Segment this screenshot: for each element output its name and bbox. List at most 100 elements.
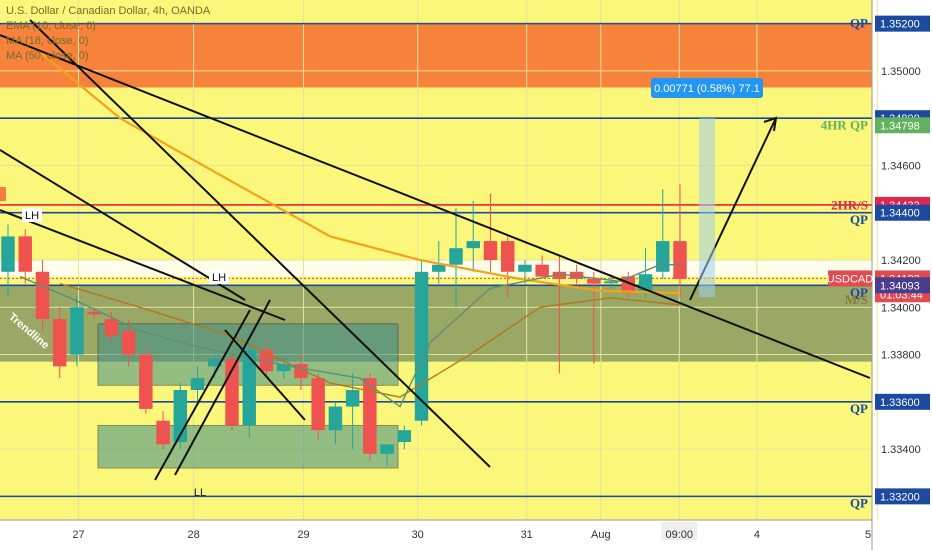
- time-tick-7: 4: [754, 529, 760, 541]
- candle-body-1: [18, 236, 32, 272]
- lh-label-2: LH: [212, 272, 226, 284]
- candle-body-19: [328, 406, 343, 431]
- measure-label: 0.00771 (0.58%) 77.1: [654, 83, 760, 95]
- candle-body-29: [500, 241, 515, 272]
- candle-body-26: [449, 248, 463, 265]
- candle-body-32: [552, 271, 567, 279]
- price-tick-7: 1.33800: [881, 350, 921, 362]
- candle-body-34: [587, 278, 601, 284]
- trendline-4: [154, 309, 251, 481]
- ma18-line: [59, 282, 681, 398]
- price-tag-bg-5: [828, 270, 872, 287]
- candle-body-23: [397, 430, 412, 442]
- price-tick-9: 1.33400: [881, 444, 921, 456]
- level-label-3: QP: [850, 212, 868, 227]
- candle-body-5: [87, 312, 101, 315]
- time-tick-bg-6: [661, 522, 698, 540]
- price-tag-bg-8: [875, 277, 930, 294]
- time-tick-6: 09:00: [666, 529, 694, 541]
- candle-body-20: [345, 390, 360, 407]
- candle-body-38: [656, 241, 670, 272]
- indicator-ma50: MA (50, close, 0): [6, 50, 89, 62]
- candle-body-21: [363, 378, 377, 454]
- price-tag-bg-9: [875, 393, 930, 410]
- candle-body-9: [156, 420, 170, 445]
- level-label-6: QP: [850, 495, 868, 510]
- time-tick-8: 5: [865, 529, 871, 541]
- candle-body-35: [604, 281, 618, 284]
- candle-body-33: [569, 271, 584, 279]
- candle-body-4: [70, 307, 84, 355]
- trendline-0: [0, 34, 871, 379]
- candle-body-12: [208, 359, 222, 367]
- trendline-3: [29, 19, 491, 468]
- candle-body-27: [466, 241, 480, 249]
- time-tick-1: 28: [187, 529, 199, 541]
- candle-body-18: [311, 378, 325, 431]
- level-label-1: 4HR QP: [821, 117, 868, 132]
- time-tick-4: 31: [521, 529, 533, 541]
- ma50-line: [39, 51, 681, 295]
- candle-body-31: [535, 264, 549, 277]
- price-tick-3: 1.34600: [881, 160, 921, 172]
- trendline-5: [174, 299, 271, 476]
- candle-body-16: [276, 364, 291, 372]
- candle-body-30: [518, 264, 532, 272]
- candle-body-6: [104, 319, 119, 336]
- time-tick-5: Aug: [591, 529, 611, 541]
- price-tag-10: 1.33200: [880, 491, 920, 503]
- time-tick-3: 30: [412, 529, 424, 541]
- price-tag-bg-2: [875, 117, 930, 134]
- zone-0: [0, 23, 872, 88]
- price-tag-bg-10: [875, 488, 930, 505]
- level-label-2: 2HR/S: [831, 198, 868, 213]
- candle-body-11: [190, 378, 205, 390]
- time-tick-0: 27: [72, 529, 84, 541]
- level-label-4: QP: [850, 285, 868, 300]
- measure-label-bg: [651, 78, 763, 98]
- candle-body-3: [52, 319, 67, 367]
- price-tag-bg-0: [875, 15, 930, 32]
- price-tag-bg-4: [875, 204, 930, 221]
- trendline-6: [224, 329, 306, 421]
- candle-body-25: [432, 264, 446, 272]
- left-edge-marker: [0, 187, 6, 201]
- candle-body-7: [121, 330, 136, 355]
- candle-body-14: [242, 349, 256, 426]
- chart-title: U.S. Dollar / Canadian Dollar, 4h, OANDA: [6, 5, 211, 17]
- price-tick-6: 1.34000: [881, 302, 921, 314]
- trendline-1: [0, 149, 246, 301]
- price-tag-4: 1.34400: [880, 208, 920, 220]
- price-tick-1: 1.35000: [881, 66, 921, 78]
- ll-label: LL: [194, 487, 206, 499]
- indicator-ema10: EMA (10, close, 0): [6, 20, 96, 32]
- indicator-ma18: MA (18, close, 0): [6, 35, 89, 47]
- price-tag-2: 1.34798: [880, 120, 920, 132]
- candle-body-39: [673, 241, 687, 279]
- level-label-5: QP: [850, 401, 868, 416]
- candle-body-8: [139, 354, 153, 409]
- trendline-2: [0, 209, 286, 321]
- candle-body-0: [1, 236, 15, 272]
- price-tick-5: 1.34200: [881, 255, 921, 267]
- ema10-line: [19, 264, 680, 408]
- measure-range: [699, 118, 715, 298]
- level-label-0: QP: [850, 16, 868, 31]
- price-tag-8: 1.34093: [880, 280, 920, 292]
- candle-body-24: [414, 271, 429, 421]
- lh-label-bg-2: [209, 270, 229, 284]
- candle-body-2: [35, 271, 50, 320]
- supply-demand-box-lower: [97, 424, 399, 469]
- time-axis-background: [0, 520, 872, 550]
- target-arrow-head: [763, 116, 778, 132]
- time-tick-2: 29: [297, 529, 309, 541]
- lh-label-1: LH: [25, 210, 39, 222]
- price-tag-5: USDCAD: [827, 273, 874, 285]
- candle-body-28: [483, 241, 498, 260]
- lh-label-bg-1: [22, 208, 42, 222]
- price-tag-0: 1.35200: [880, 19, 920, 31]
- chart-legend: U.S. Dollar / Canadian Dollar, 4h, OANDA…: [6, 4, 210, 64]
- candle-body-22: [380, 444, 394, 454]
